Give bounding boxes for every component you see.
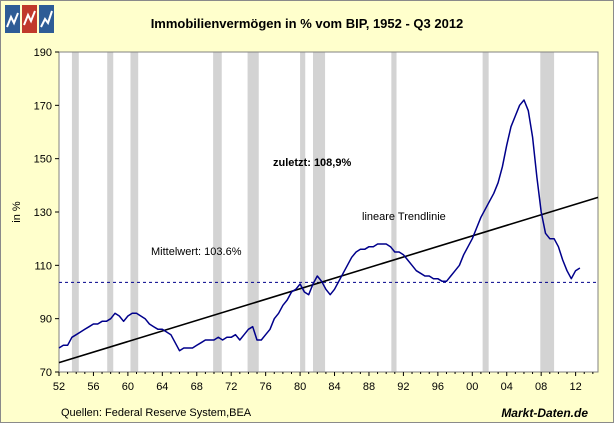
recession-band xyxy=(130,52,139,372)
y-tick-label: 110 xyxy=(34,260,52,272)
x-tick-label: 88 xyxy=(363,381,375,393)
x-tick-label: 84 xyxy=(328,381,340,393)
logo-icon xyxy=(5,5,54,33)
y-tick-label: 150 xyxy=(34,154,52,166)
x-tick-label: 92 xyxy=(397,381,409,393)
annotation-trendline: lineare Trendlinie xyxy=(362,211,446,223)
y-tick-label: 90 xyxy=(40,314,52,326)
recession-band xyxy=(213,52,222,372)
x-tick-label: 60 xyxy=(122,381,134,393)
y-axis-label: in % xyxy=(11,201,23,223)
recession-band xyxy=(71,52,79,372)
x-tick-label: 72 xyxy=(225,381,237,393)
annotation-last-value: zuletzt: 108,9% xyxy=(273,157,351,169)
x-tick-label: 76 xyxy=(260,381,272,393)
recession-band xyxy=(107,52,114,372)
x-tick-label: 64 xyxy=(156,381,168,393)
x-tick-label: 08 xyxy=(535,381,547,393)
annotation-mean: Mittelwert: 103.6% xyxy=(151,246,242,258)
x-tick-label: 12 xyxy=(569,381,581,393)
x-tick-label: 56 xyxy=(87,381,99,393)
recession-band xyxy=(391,52,397,372)
recession-band xyxy=(313,52,326,372)
trend-line xyxy=(58,196,599,364)
y-tick-label: 170 xyxy=(34,100,52,112)
source-note: Quellen: Federal Reserve System,BEA xyxy=(61,407,252,419)
recession-band xyxy=(247,52,259,372)
recession-band xyxy=(540,52,555,372)
y-tick-label: 190 xyxy=(34,47,52,59)
x-tick-label: 00 xyxy=(466,381,478,393)
series-line xyxy=(58,99,581,352)
x-tick-label: 04 xyxy=(501,381,513,393)
x-tick-label: 68 xyxy=(191,381,203,393)
brand-label: Markt-Daten.de xyxy=(501,406,588,420)
recession-band xyxy=(300,52,306,372)
x-tick-label: 80 xyxy=(294,381,306,393)
y-tick-label: 70 xyxy=(40,367,52,379)
x-tick-label: 52 xyxy=(53,381,65,393)
chart-title: Immobilienvermögen in % vom BIP, 1952 - … xyxy=(151,16,464,31)
y-tick-label: 130 xyxy=(34,207,52,219)
recession-band xyxy=(482,52,489,372)
plot-area xyxy=(58,51,599,373)
x-tick-label: 96 xyxy=(432,381,444,393)
